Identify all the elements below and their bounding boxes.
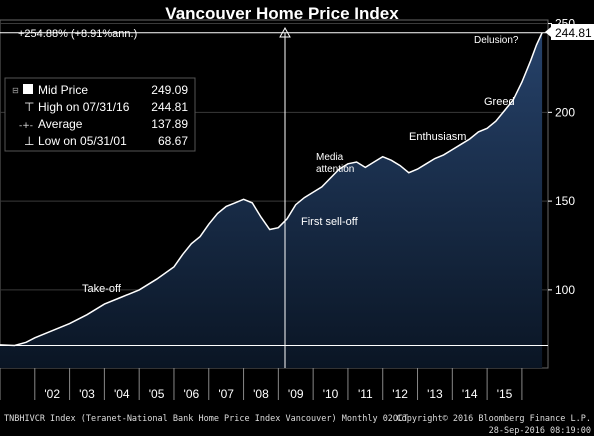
annotation-media: Media <box>316 152 344 163</box>
x-tick-label: '03 <box>79 387 95 401</box>
legend: ⊟ Mid Price 249.09 ⊤ High on 07/31/16 24… <box>4 77 196 152</box>
legend-value-mid: 249.09 <box>151 83 188 97</box>
annotation-greed: Greed <box>484 96 515 108</box>
legend-value-average: 137.89 <box>151 117 188 131</box>
last-value-badge: 244.81 <box>545 24 594 40</box>
x-tick-label: '06 <box>184 387 200 401</box>
legend-label-high: High on 07/31/16 <box>38 100 130 114</box>
y-tick-label: 200 <box>555 105 575 119</box>
legend-collapse-icon[interactable]: ⊟ <box>12 86 19 95</box>
x-tick-label: '02 <box>44 387 60 401</box>
last-value-pointer <box>545 27 551 37</box>
price-area <box>0 32 543 369</box>
annotation-first-sell-off: First sell-off <box>301 216 359 228</box>
price-line <box>0 32 543 347</box>
legend-high-icon: ⊤ <box>24 100 34 114</box>
last-value-label: 244.81 <box>555 26 592 40</box>
footer-timestamp: 28-Sep-2016 08:19:00 <box>489 426 591 436</box>
annotation-delusion: Delusion? <box>474 35 519 46</box>
x-tick-label: '10 <box>323 387 339 401</box>
x-axis: '02 '03 '04 '05 '06 '07 '08 '09 '10 '11 '12 '13 '14 '… <box>0 368 523 401</box>
x-tick-label: '15 <box>497 387 513 401</box>
y-tick-label: 150 <box>555 194 575 208</box>
x-tick-label: '13 <box>427 387 443 401</box>
legend-label-mid: Mid Price <box>38 83 88 97</box>
footer-copyright: Copyright© 2016 Bloomberg Finance L.P. <box>397 414 591 424</box>
legend-value-high: 244.81 <box>151 100 188 114</box>
annotation-take-off: Take-off <box>82 283 122 295</box>
annotation-attention: attention <box>316 164 354 175</box>
x-tick-label: '04 <box>114 387 130 401</box>
annotation-enthusiasm: Enthusiasm <box>409 131 466 143</box>
x-tick-label: '07 <box>218 387 234 401</box>
legend-box <box>4 77 196 152</box>
chart-title: Vancouver Home Price Index <box>165 4 399 23</box>
legend-label-low: Low on 05/31/01 <box>38 134 127 148</box>
x-tick-label: '11 <box>358 387 373 401</box>
x-tick-label: '05 <box>149 387 165 401</box>
arrow-up-icon <box>279 26 291 38</box>
last-value-box <box>551 24 594 40</box>
legend-value-low: 68.67 <box>158 134 188 148</box>
y-tick-label: 100 <box>555 283 575 297</box>
legend-swatch-mid <box>23 84 33 94</box>
change-label: +254.88% (+8.91%ann.) <box>18 28 137 40</box>
legend-average-icon: -+- <box>19 121 33 131</box>
legend-low-icon: ⊥ <box>24 134 34 148</box>
x-tick-label: '09 <box>288 387 304 401</box>
footer-source: TNBHIVCR Index (Teranet-National Bank Ho… <box>4 414 408 424</box>
x-tick-label: '12 <box>392 387 408 401</box>
x-tick-label: '08 <box>253 387 269 401</box>
legend-label-average: Average <box>38 117 83 131</box>
x-tick-label: '14 <box>462 387 478 401</box>
